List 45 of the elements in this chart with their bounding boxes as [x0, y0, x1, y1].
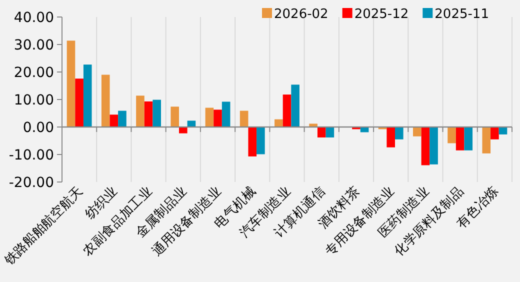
bar [421, 127, 430, 166]
bar [187, 120, 196, 127]
bar [256, 127, 265, 154]
y-tick-label: 10.00 [14, 92, 54, 108]
bar [179, 127, 188, 134]
bar [152, 100, 161, 127]
bar [498, 127, 508, 134]
bar [282, 94, 292, 127]
bar [83, 64, 92, 127]
bar [386, 127, 395, 148]
y-tick-label: 30.00 [14, 38, 54, 54]
bar [274, 119, 283, 127]
bar [482, 127, 491, 154]
bar [490, 127, 499, 140]
y-tick-label: 20.00 [14, 65, 54, 81]
bar [170, 106, 179, 127]
bar [464, 127, 473, 150]
bar [75, 78, 84, 127]
bar [448, 127, 456, 144]
bar [456, 127, 464, 150]
legend-label: 2025-11 [434, 7, 489, 22]
bar [430, 127, 438, 164]
bar [291, 84, 300, 127]
y-tick-label: 0.00 [22, 120, 54, 136]
bar [395, 127, 404, 140]
legend-label: 2026-02 [274, 7, 328, 22]
bar [205, 108, 214, 127]
bar [118, 110, 126, 127]
bar [413, 127, 422, 136]
bar [144, 101, 153, 127]
legend-label: 2025-12 [354, 7, 409, 22]
bar [110, 114, 118, 127]
bar [101, 74, 110, 127]
y-tick-label: -10.00 [8, 148, 54, 164]
y-tick-label: -20.00 [8, 175, 54, 191]
y-tick-label: 40.00 [14, 10, 54, 26]
bar [326, 127, 334, 138]
bar [309, 124, 318, 127]
bar [214, 110, 222, 127]
bar [66, 40, 76, 127]
bar [317, 127, 326, 138]
bar [248, 127, 257, 156]
bar [240, 110, 248, 127]
bar [136, 96, 144, 127]
bar [222, 102, 230, 127]
